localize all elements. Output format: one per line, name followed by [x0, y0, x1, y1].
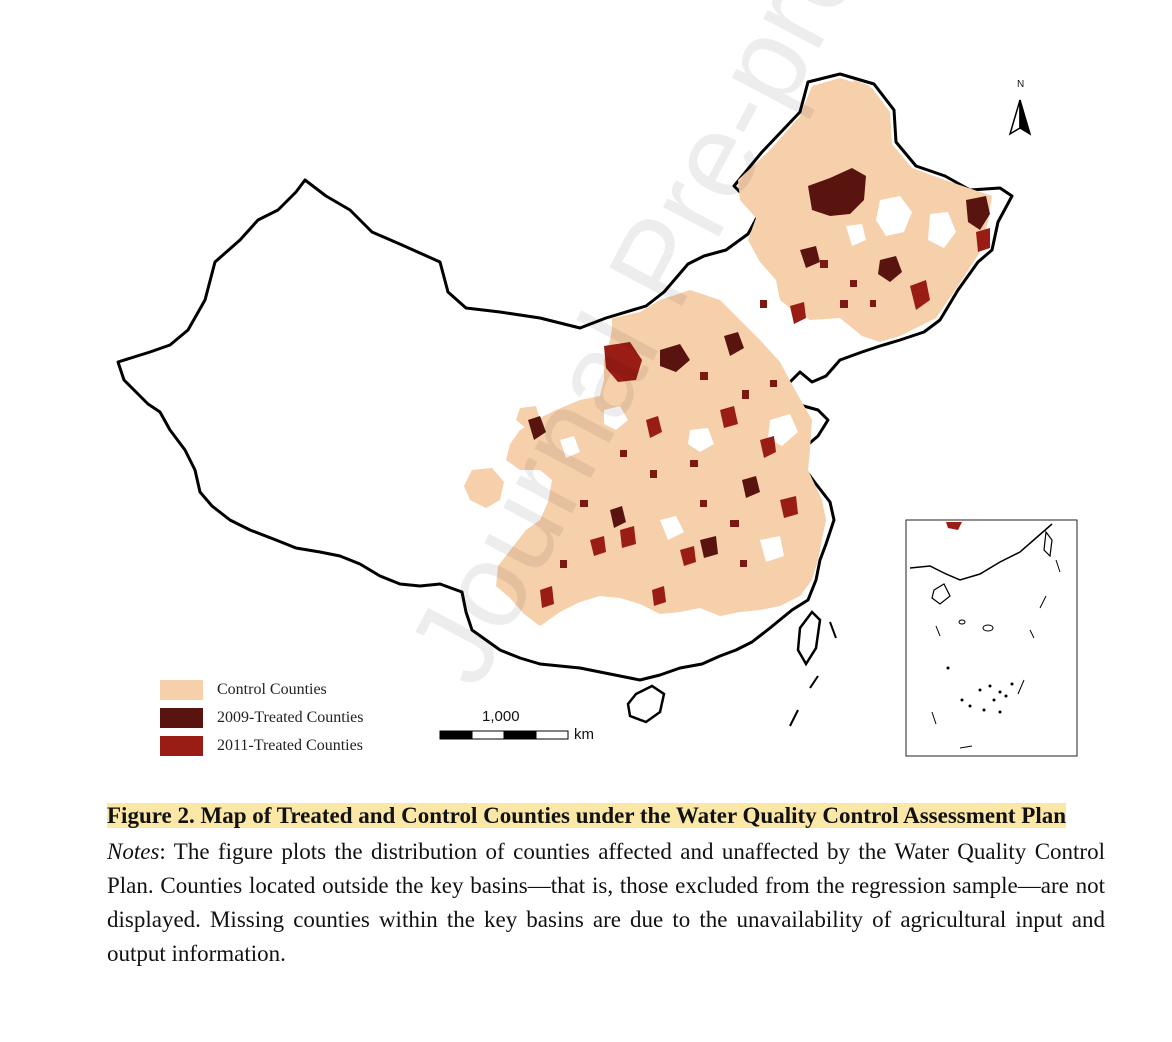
north-arrow: [1008, 99, 1032, 136]
china-map: [116, 72, 1078, 757]
legend-swatch-2009: [160, 708, 203, 728]
taiwan-island: [796, 610, 822, 667]
legend-label-2009: 2009-Treated Counties: [217, 709, 364, 726]
figure-notes: Notes: The figure plots the distribution…: [107, 835, 1105, 971]
hainan-island: [626, 684, 666, 724]
figure-caption: Figure 2. Map of Treated and Control Cou…: [107, 797, 1105, 971]
legend-label-control: Control Counties: [217, 681, 327, 698]
notes-text: : The figure plots the distribution of c…: [107, 839, 1105, 966]
figure-title-text: Figure 2. Map of Treated and Control Cou…: [107, 803, 1067, 828]
treated-patches: [560, 260, 876, 568]
scale-bar: [439, 730, 569, 740]
legend-swatch-2011: [160, 736, 203, 756]
control-counties: [464, 78, 992, 626]
legend-label-2011: 2011-Treated Counties: [217, 737, 363, 754]
legend-item-2011: 2011-Treated Counties: [160, 732, 364, 760]
notes-label: Notes: [107, 839, 160, 864]
treated-2011-counties: [540, 228, 990, 608]
legend-item-2009: 2009-Treated Counties: [160, 704, 364, 732]
treated-2009-counties: [528, 168, 990, 558]
north-label: N: [1017, 79, 1025, 90]
inset-map: [905, 519, 1078, 757]
boundary-dashes: [789, 621, 837, 727]
legend-item-control: Control Counties: [160, 676, 364, 704]
scale-unit: km: [574, 726, 594, 743]
missing-counties: [560, 196, 956, 562]
scale-value: 1,000: [482, 708, 520, 725]
legend-swatch-control: [160, 680, 203, 700]
figure-title: Figure 2. Map of Treated and Control Cou…: [107, 797, 1105, 835]
legend: Control Counties 2009-Treated Counties 2…: [160, 676, 364, 760]
